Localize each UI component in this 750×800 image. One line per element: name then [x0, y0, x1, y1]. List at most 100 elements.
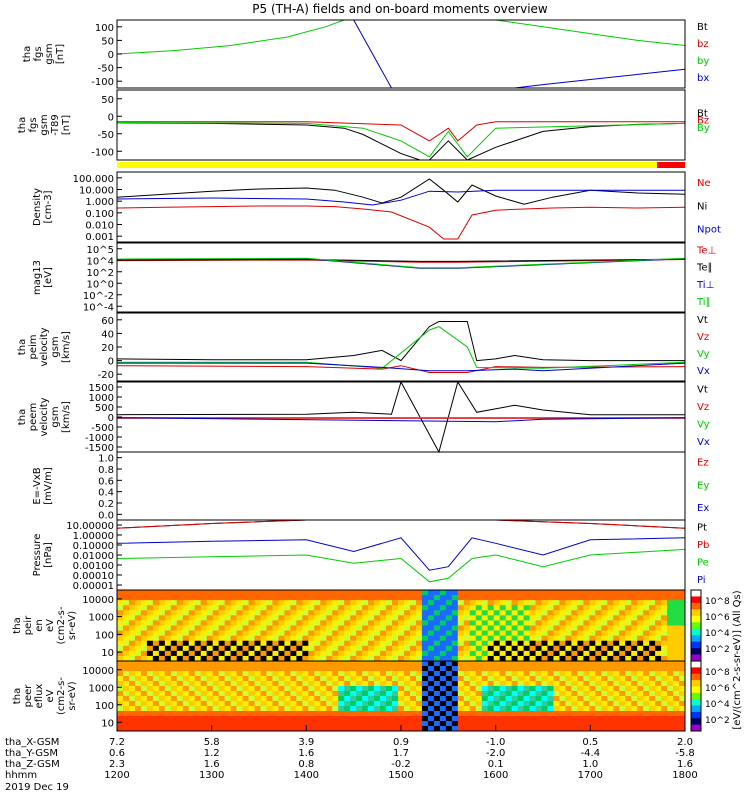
- spectrogram-cell: [637, 681, 644, 687]
- spectrogram-cell: [320, 661, 327, 667]
- spectrogram-cell: [308, 661, 315, 667]
- spectrogram-cell: [242, 615, 250, 621]
- spectrogram-cell: [122, 590, 130, 596]
- spectrogram-cell: [242, 650, 250, 657]
- spectrogram-cell: [272, 595, 279, 601]
- spectrogram-cell: [386, 721, 393, 727]
- spectrogram-cell: [643, 595, 650, 601]
- spectrogram-cell: [637, 620, 644, 626]
- spectrogram-cell: [673, 610, 680, 616]
- spectrogram-cell: [463, 650, 471, 657]
- spectrogram-cell: [344, 590, 351, 596]
- spectrogram-cell: [463, 676, 471, 682]
- spectrogram-cell: [380, 610, 387, 616]
- spectrogram-cell: [398, 590, 405, 596]
- spectrogram-cell: [493, 610, 501, 616]
- spectrogram-cell: [463, 600, 471, 606]
- spectrogram-cell: [386, 590, 393, 596]
- spectrogram-cell: [415, 686, 423, 692]
- spectrogram-cell: [158, 620, 166, 626]
- spectrogram-cell: [332, 721, 339, 727]
- x-row-value: -1.0: [486, 737, 506, 748]
- spectrogram-cell: [547, 590, 554, 596]
- status-bar-red: [657, 162, 685, 168]
- spectrogram-cell: [380, 625, 387, 632]
- spectrogram-cell: [565, 666, 572, 672]
- spectrogram-cell: [553, 716, 560, 722]
- spectrogram-cell: [631, 650, 638, 657]
- spectrogram-cell: [386, 681, 393, 687]
- spectrogram-cell: [200, 625, 208, 632]
- spectrogram-cell: [577, 681, 584, 687]
- spectrogram-cell: [637, 640, 644, 647]
- spectrogram-cell: [368, 600, 375, 606]
- spectrogram-cell: [535, 645, 543, 652]
- spectrogram-cell: [565, 635, 572, 642]
- spectrogram-cell: [296, 630, 303, 637]
- spectrogram-cell: [146, 686, 154, 692]
- spectrogram-cell: [631, 610, 638, 616]
- spectrogram-cell: [487, 605, 495, 611]
- spectrogram-cell: [463, 701, 471, 707]
- spectrogram-cell: [236, 716, 244, 722]
- spectrogram-cell: [344, 711, 351, 717]
- colorbar-step: [691, 602, 701, 610]
- spectrogram-cell: [427, 620, 435, 626]
- spectrogram-cell: [398, 650, 405, 657]
- spectrogram-cell: [278, 605, 285, 611]
- spectrogram-cell: [529, 615, 537, 621]
- spectrogram-cell: [242, 676, 250, 682]
- spectrogram-cell: [344, 666, 351, 672]
- spectrogram-cell: [260, 666, 267, 672]
- x-row-value: -5.8: [675, 748, 695, 759]
- x-row-value: 1.6: [677, 759, 693, 770]
- spectrogram-cell: [194, 610, 202, 616]
- spectrogram-cell: [565, 676, 572, 682]
- spectrogram-cell: [613, 721, 620, 727]
- spectrogram-cell: [607, 645, 614, 652]
- spectrogram-cell: [625, 676, 632, 682]
- spectrogram-cell: [314, 635, 321, 642]
- spectrogram-cell: [601, 701, 608, 707]
- colorbar-step: [691, 724, 701, 732]
- spectrogram-cell: [517, 615, 525, 621]
- spectrogram-cell: [356, 706, 363, 712]
- spectrogram-cell: [433, 691, 441, 697]
- spectrogram-cell: [619, 635, 626, 642]
- spectrogram-cell: [134, 650, 142, 657]
- y-tick-label: 0.4: [98, 488, 114, 499]
- spectrogram-cell: [517, 620, 525, 626]
- y-tick-label: -50: [98, 64, 114, 75]
- spectrogram-cell: [224, 635, 232, 642]
- spectrogram-cell: [637, 701, 644, 707]
- spectrogram-cell: [374, 726, 381, 732]
- spectrogram-cell: [595, 681, 602, 687]
- spectrogram-cell: [224, 681, 232, 687]
- spectrogram-cell: [637, 605, 644, 611]
- spectrogram-cell: [146, 650, 154, 657]
- spectrogram-cell: [523, 721, 531, 727]
- spectrogram-cell: [595, 676, 602, 682]
- spectrogram-cell: [421, 661, 429, 667]
- spectrogram-cell: [236, 686, 244, 692]
- spectrogram-cell: [433, 600, 441, 606]
- spectrogram-cell: [194, 600, 202, 606]
- spectrogram-cell: [332, 600, 339, 606]
- series-line-temperature: [116, 259, 686, 263]
- spectrogram-cell: [398, 640, 405, 647]
- spectrogram-cell: [158, 610, 166, 616]
- spectrogram-cell: [146, 676, 154, 682]
- spectrogram-cell: [571, 686, 578, 692]
- spectrogram-cell: [117, 650, 124, 657]
- spectrogram-cell: [308, 595, 315, 601]
- y-axis-label: peir: [23, 615, 34, 635]
- spectrogram-cell: [577, 645, 584, 652]
- spectrogram-cell: [380, 655, 387, 662]
- spectrogram-cell: [164, 691, 172, 697]
- spectrogram-cell: [392, 696, 399, 702]
- spectrogram-cell: [122, 625, 130, 632]
- colorbar-tick: 10^8: [705, 668, 730, 678]
- spectrogram-cell: [158, 640, 166, 647]
- spectrogram-cell: [499, 671, 507, 677]
- spectrogram-cell: [344, 635, 351, 642]
